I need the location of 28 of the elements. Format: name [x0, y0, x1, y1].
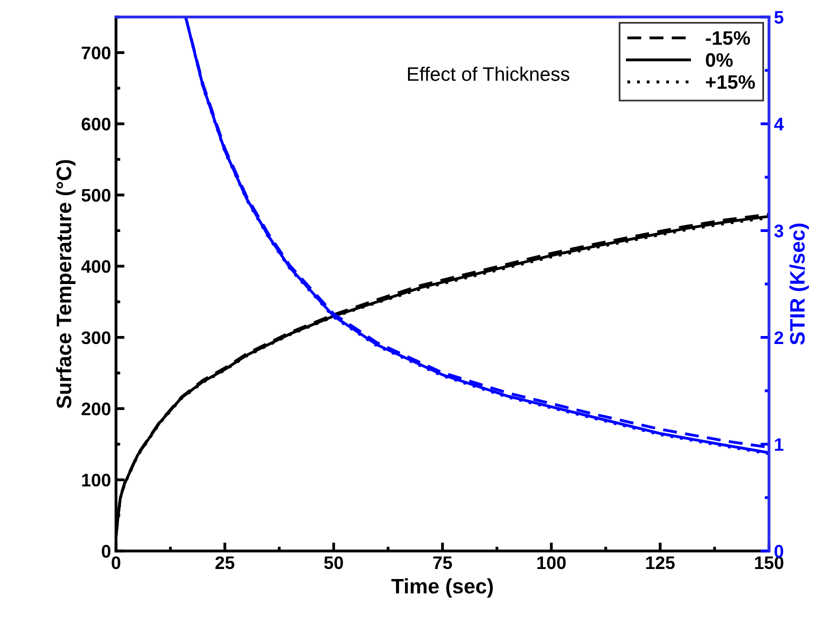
y2-tick-label: 0 [774, 544, 784, 558]
x-tick-label: 50 [324, 556, 343, 570]
y-tick-label: 300 [81, 331, 110, 344]
x-tick-label: 150 [755, 556, 784, 570]
x-tick-label: 0 [112, 556, 120, 570]
y2-tick-label: 5 [774, 11, 784, 24]
x-tick-label: 100 [537, 556, 566, 570]
legend-label: +15% [706, 75, 755, 89]
y2-tick-label: 2 [774, 331, 784, 344]
y2-tick-label: 3 [774, 224, 784, 238]
y2-axis-title: STIR (K/sec) [789, 224, 809, 345]
annotation: Effect of Thickness [408, 66, 570, 81]
y-tick-label: 400 [81, 260, 110, 273]
x-tick-label: 25 [215, 556, 234, 570]
y-tick-label: 200 [82, 402, 110, 416]
y2-tick-label: 1 [775, 438, 784, 451]
legend-label: -15% [706, 31, 750, 45]
y-tick-label: 0 [102, 544, 110, 558]
y-axis-title: Surface Temperature (°C) [56, 160, 76, 408]
y-tick-label: 100 [82, 474, 110, 487]
y-tick-label: 500 [82, 188, 110, 202]
x-tick-label: 75 [433, 556, 452, 570]
y-tick-label: 600 [82, 118, 110, 131]
x-tick-label: 125 [646, 556, 675, 570]
x-axis-title: Time (sec) [391, 578, 493, 598]
y-tick-label: 700 [82, 46, 110, 60]
y2-tick-label: 4 [774, 118, 784, 130]
legend-label: 0% [706, 53, 733, 67]
